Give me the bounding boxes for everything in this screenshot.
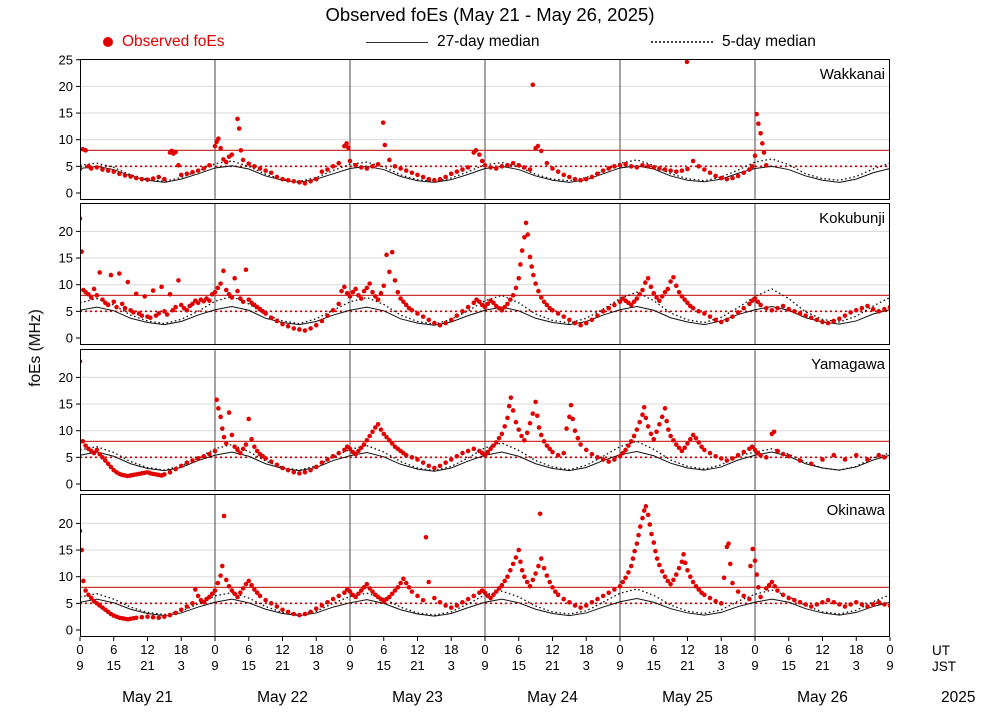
panel-label-okinawa: Okinawa xyxy=(826,502,885,519)
x-axis-day-label: May 26 xyxy=(797,689,848,706)
legend-item-observed: Observed foEs xyxy=(103,33,225,51)
observed-dot-icon xyxy=(103,37,113,47)
jst-axis-label: JST xyxy=(932,659,957,674)
page-title: Observed foEs (May 21 - May 26, 2025) xyxy=(325,4,655,25)
legend-27day-label: 27-day median xyxy=(437,33,540,50)
x-axis-day-label: May 25 xyxy=(662,689,713,706)
y-axis-label: foEs (MHz) xyxy=(27,309,44,387)
solid-line-icon xyxy=(366,41,428,43)
legend-5day-label: 5-day median xyxy=(722,33,816,50)
dotted-line-icon xyxy=(651,41,713,43)
legend-item-5day-median: 5-day median xyxy=(651,33,816,51)
panel-label-kokubunji: Kokubunji xyxy=(819,210,885,227)
x-axis-year-label: 2025 xyxy=(941,689,976,706)
ut-axis-label: UT xyxy=(932,643,950,658)
legend-observed-label: Observed foEs xyxy=(122,33,225,50)
x-axis-day-label: May 23 xyxy=(392,689,443,706)
panel-label-yamagawa: Yamagawa xyxy=(811,356,885,373)
x-axis-day-label: May 24 xyxy=(527,689,578,706)
x-axis-day-label: May 22 xyxy=(257,689,308,706)
legend-item-27day-median: 27-day median xyxy=(366,33,540,51)
panel-label-wakkanai: Wakkanai xyxy=(819,66,885,83)
x-axis-day-label: May 21 xyxy=(122,689,173,706)
